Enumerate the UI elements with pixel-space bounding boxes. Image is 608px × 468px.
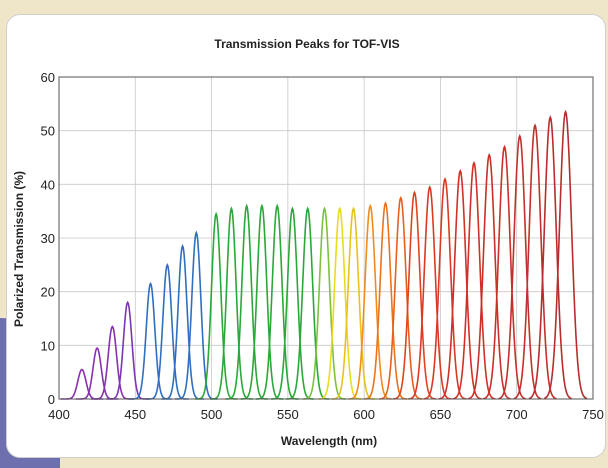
y-tick-label: 40 xyxy=(41,177,55,192)
transmission-peak xyxy=(286,206,330,400)
transmission-peak xyxy=(379,195,423,400)
transmission-peak xyxy=(106,300,150,400)
y-axis-label: Polarized Transmission (%) xyxy=(12,171,26,327)
transmission-peak xyxy=(303,206,346,400)
y-tick-label: 0 xyxy=(48,392,55,407)
transmission-peak xyxy=(318,206,362,400)
transmission-peak xyxy=(423,177,467,400)
transmission-peak xyxy=(498,133,542,400)
transmission-peak xyxy=(348,203,392,400)
transmission-peak xyxy=(467,152,511,400)
x-tick-label: 550 xyxy=(277,407,299,422)
x-tick-label: 500 xyxy=(201,407,223,422)
x-tick-label: 650 xyxy=(430,407,452,422)
transmission-peak xyxy=(75,346,119,400)
transmission-peak xyxy=(543,109,588,400)
transmission-peak xyxy=(528,115,572,400)
transmission-peak xyxy=(408,185,452,400)
y-tick-labels: 0 10 20 30 40 50 60 xyxy=(41,70,55,407)
transmission-peak xyxy=(91,325,134,400)
transmission-peak xyxy=(60,368,104,400)
transmission-peak xyxy=(332,206,375,400)
grid xyxy=(59,77,593,399)
chart-card: Transmission Peaks for TOF-VIS 400 450 500… xyxy=(6,14,606,458)
plot-frame xyxy=(58,76,594,400)
transmission-peak xyxy=(240,203,284,400)
x-tick-labels: 400 450 500 550 600 650 700 750 xyxy=(48,407,604,422)
y-tick-label: 20 xyxy=(41,285,55,300)
x-tick-label: 700 xyxy=(506,407,528,422)
x-tick-label: 400 xyxy=(48,407,70,422)
transmission-peak xyxy=(161,244,204,400)
transmission-peak xyxy=(393,190,436,400)
y-tick-label: 60 xyxy=(41,70,55,85)
y-tick-label: 30 xyxy=(41,231,55,246)
transmission-curves xyxy=(60,109,588,400)
transmission-peak xyxy=(225,203,269,400)
transmission-peak xyxy=(174,230,218,400)
y-tick-label: 10 xyxy=(41,338,55,353)
chart-title: Transmission Peaks for TOF-VIS xyxy=(214,37,400,51)
transmission-peak xyxy=(210,206,253,400)
y-tick-label: 50 xyxy=(41,124,55,139)
x-tick-label: 600 xyxy=(353,407,375,422)
transmission-peak xyxy=(271,206,314,400)
x-tick-label: 750 xyxy=(582,407,604,422)
transmission-peak xyxy=(452,160,496,400)
transmission-peak xyxy=(364,201,407,400)
x-tick-label: 450 xyxy=(124,407,146,422)
transmission-peak xyxy=(255,203,299,400)
transmission-peak xyxy=(482,144,527,400)
chart-svg: 400 450 500 550 600 650 700 750 0 10 20 30 40 50 60 W… xyxy=(12,70,604,448)
transmission-peak xyxy=(194,211,238,400)
transmission-peak xyxy=(145,262,189,400)
x-axis-label: Wavelength (nm) xyxy=(281,434,377,448)
transmission-peak xyxy=(438,168,482,400)
transmission-peak xyxy=(513,123,557,400)
